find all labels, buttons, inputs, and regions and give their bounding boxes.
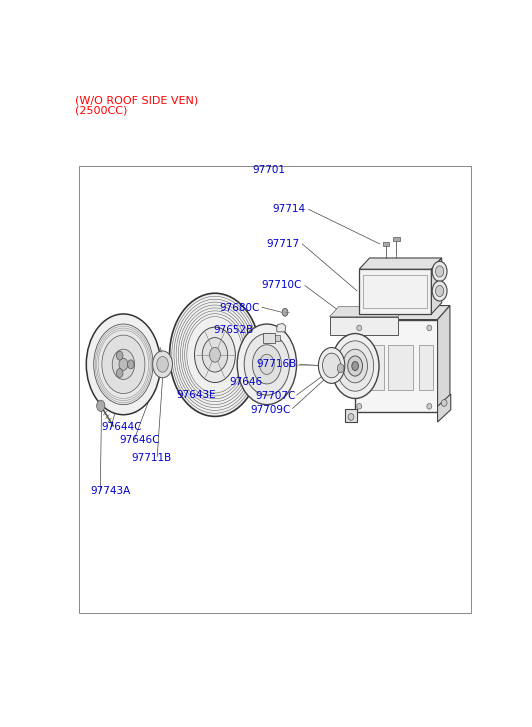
Polygon shape: [437, 394, 451, 422]
Ellipse shape: [195, 327, 235, 382]
Ellipse shape: [337, 341, 373, 391]
Polygon shape: [359, 258, 442, 269]
Text: 97709C: 97709C: [251, 405, 291, 414]
Text: 97646C: 97646C: [119, 435, 160, 445]
Text: 97646: 97646: [230, 377, 263, 387]
Polygon shape: [355, 305, 450, 320]
Text: 97717: 97717: [267, 239, 300, 249]
Ellipse shape: [335, 360, 347, 377]
Ellipse shape: [202, 337, 228, 372]
Bar: [393, 237, 400, 241]
Bar: [329, 317, 397, 334]
Text: 97680C: 97680C: [219, 303, 260, 313]
Text: 97714: 97714: [272, 204, 305, 214]
Bar: [388, 345, 413, 390]
Bar: [275, 334, 280, 342]
Ellipse shape: [432, 281, 447, 301]
Ellipse shape: [102, 335, 145, 393]
Ellipse shape: [117, 369, 123, 377]
Ellipse shape: [436, 266, 444, 277]
Ellipse shape: [322, 353, 340, 378]
Ellipse shape: [352, 361, 359, 371]
Text: 97716B: 97716B: [256, 359, 296, 369]
Ellipse shape: [357, 325, 362, 331]
Ellipse shape: [432, 261, 447, 281]
Text: 97707C: 97707C: [255, 390, 295, 401]
Text: 97710C: 97710C: [261, 280, 302, 290]
Text: 97701: 97701: [252, 165, 285, 175]
Ellipse shape: [153, 351, 172, 378]
Polygon shape: [345, 409, 357, 422]
Bar: [355, 320, 437, 412]
Bar: [383, 242, 389, 246]
Ellipse shape: [117, 351, 123, 360]
Text: 97652B: 97652B: [214, 325, 254, 335]
Polygon shape: [329, 307, 406, 317]
Ellipse shape: [441, 400, 447, 406]
Ellipse shape: [282, 308, 288, 316]
Ellipse shape: [94, 324, 153, 405]
Ellipse shape: [119, 358, 128, 370]
Text: 97711B: 97711B: [131, 453, 171, 463]
Ellipse shape: [86, 314, 161, 414]
Ellipse shape: [427, 325, 432, 331]
Text: 97644C: 97644C: [102, 422, 142, 432]
Bar: [263, 333, 275, 343]
Text: 97743A: 97743A: [90, 486, 131, 497]
Bar: [363, 275, 427, 308]
Ellipse shape: [348, 414, 354, 420]
Ellipse shape: [260, 354, 275, 374]
Text: 97643E: 97643E: [177, 390, 216, 400]
Ellipse shape: [210, 348, 220, 362]
Ellipse shape: [244, 334, 289, 395]
Ellipse shape: [128, 360, 134, 369]
Polygon shape: [277, 324, 286, 332]
Ellipse shape: [436, 286, 444, 297]
Bar: [359, 269, 431, 314]
Ellipse shape: [237, 324, 296, 405]
Ellipse shape: [357, 403, 362, 409]
Text: (W/O ROOF SIDE VEN): (W/O ROOF SIDE VEN): [74, 96, 198, 105]
Ellipse shape: [319, 348, 345, 383]
Polygon shape: [437, 305, 450, 412]
Ellipse shape: [97, 401, 105, 411]
Ellipse shape: [337, 364, 344, 373]
Bar: [359, 345, 384, 390]
Ellipse shape: [170, 293, 260, 417]
Ellipse shape: [427, 403, 432, 409]
Polygon shape: [431, 258, 442, 314]
Text: (2500CC): (2500CC): [74, 105, 127, 115]
Bar: [419, 345, 434, 390]
Ellipse shape: [343, 349, 368, 383]
Bar: [79, 166, 470, 614]
Ellipse shape: [253, 345, 281, 384]
Ellipse shape: [348, 356, 362, 376]
Ellipse shape: [112, 349, 135, 379]
Ellipse shape: [157, 356, 168, 372]
Ellipse shape: [331, 334, 379, 398]
